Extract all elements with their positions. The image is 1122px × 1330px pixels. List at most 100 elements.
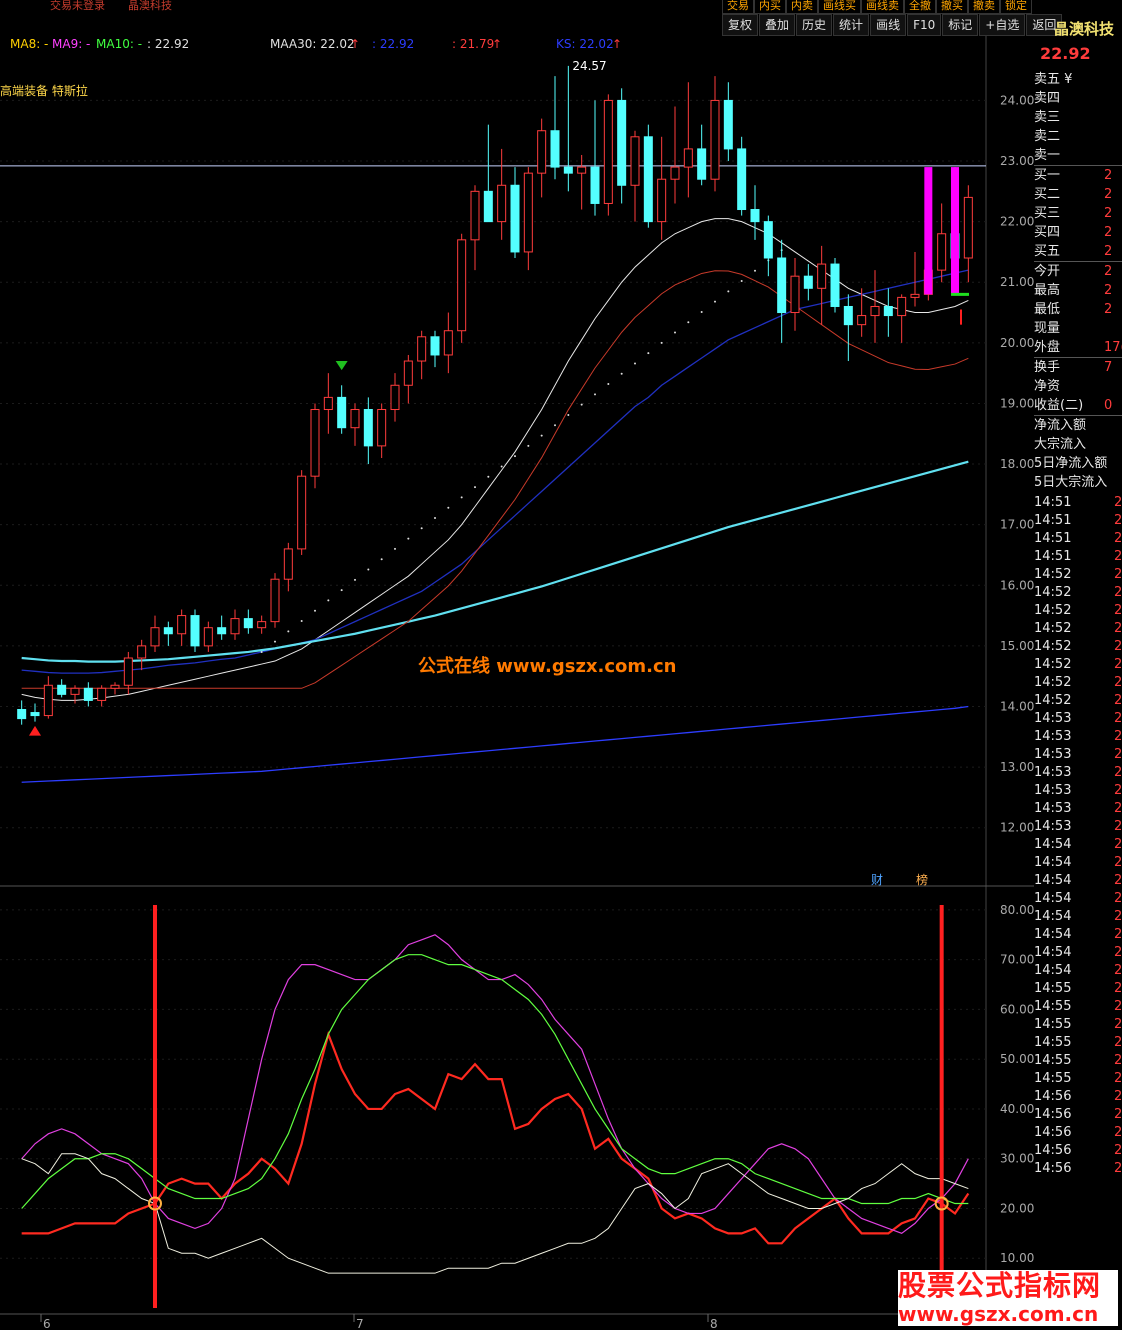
candle-body (817, 263, 827, 289)
inner-sell-button[interactable]: 内卖 (786, 0, 818, 14)
chart-canvas[interactable]: 24.57 12.00 13.00 14.00 15.00 16.00 17.00 18.0… (0, 0, 1034, 1330)
candle-body (617, 99, 627, 186)
tick-price: 2 (1114, 1143, 1122, 1158)
tick-price: 2 (1114, 585, 1122, 600)
candle-body (163, 627, 173, 635)
tick-row: 14:55 2 (1034, 1034, 1122, 1052)
f10-button[interactable]: F10 (907, 14, 942, 36)
tick-time: 14:52 (1034, 585, 1072, 600)
tick-row: 14:52 2 (1034, 656, 1122, 674)
tick-price: 2 (1114, 1071, 1122, 1086)
dotted-ma-point (607, 383, 610, 386)
dotted-ma-point (540, 434, 543, 437)
quote-label: 换手 (1034, 360, 1061, 375)
draw-buy-button[interactable]: 画线买 (818, 0, 861, 14)
trade-login-link[interactable]: 交易未登录 (50, 0, 105, 12)
indicator-tick: 20.00 (1000, 1201, 1034, 1215)
indicator-lines (21, 905, 970, 1308)
cancel-buy-button[interactable]: 撤买 (936, 0, 968, 14)
indicator-line (21, 1030, 970, 1245)
quote-label: 卖三 (1034, 110, 1061, 125)
candle-body (857, 315, 867, 326)
price-tick: 18.00 (1000, 457, 1034, 471)
stock-title: 晶澳科技 (1054, 20, 1115, 38)
candle-body (417, 336, 427, 362)
quote-value: 2 (1104, 206, 1113, 221)
dotted-ma-point (740, 280, 743, 283)
indicator-line (21, 934, 969, 1235)
tick-time: 14:53 (1034, 801, 1072, 816)
tick-row: 14:53 2 (1034, 782, 1122, 800)
quote-label: 净资 (1034, 379, 1061, 394)
dotted-ma-point (647, 352, 650, 355)
trade-button[interactable]: 交易 (722, 0, 754, 14)
dotted-ma-point (460, 496, 463, 499)
candle-body (723, 99, 733, 150)
tick-row: 14:54 2 (1034, 926, 1122, 944)
candle-body (323, 396, 333, 411)
draw-button[interactable]: 画线 (870, 14, 907, 36)
candle-body (190, 615, 200, 647)
stats-button[interactable]: 统计 (833, 14, 870, 36)
tick-time: 14:53 (1034, 711, 1072, 726)
quote-panel: 卖五 ¥ 卖四 卖三 卖二 卖一 买一 2 买二 2 买三 2 买四 2 买五 2 今开 2 最高 2 最低 2 现量 外盘… (1034, 70, 1122, 492)
overlay-button[interactable]: 叠加 (759, 14, 796, 36)
history-button[interactable]: 历史 (796, 14, 833, 36)
inner-buy-button[interactable]: 内买 (754, 0, 786, 14)
dotted-ma-point (407, 537, 410, 540)
quote-value: 2 (1104, 225, 1113, 240)
mark-button[interactable]: 标记 (942, 14, 979, 36)
tick-time: 14:52 (1034, 675, 1072, 690)
back-button[interactable]: 返回 (1026, 14, 1063, 36)
date-label: 8 (710, 1317, 718, 1330)
ma-line-red (21, 270, 969, 689)
quote-row: 最高 2 (1034, 281, 1122, 300)
tick-price: 2 (1114, 1035, 1122, 1050)
lock-button[interactable]: 锁定 (1000, 0, 1032, 14)
indicator-axis: 10.00 20.00 30.00 40.00 50.00 60.00 70.00 80.00 (1000, 903, 1034, 1265)
dotted-ma-point (487, 475, 490, 478)
candle-body (230, 618, 240, 635)
cancel-all-button[interactable]: 全撤 (904, 0, 936, 14)
tick-row: 14:56 2 (1034, 1160, 1122, 1178)
tick-price: 2 (1114, 783, 1122, 798)
tick-time: 14:52 (1034, 639, 1072, 654)
candle-body (510, 184, 520, 253)
cancel-sell-button[interactable]: 撤卖 (968, 0, 1000, 14)
ma-line (21, 460, 969, 663)
candle-body (470, 190, 480, 241)
indicator-tick: 40.00 (1000, 1102, 1034, 1116)
tick-price: 2 (1114, 531, 1122, 546)
quote-label: 卖四 (1034, 91, 1061, 106)
candle-body (870, 305, 880, 317)
ma10-label: MA10: - (96, 37, 143, 51)
draw-sell-button[interactable]: 画线卖 (861, 0, 904, 14)
down-signal-marker (335, 361, 348, 371)
tick-time: 14:54 (1034, 945, 1072, 960)
candle-body (603, 99, 613, 204)
candle-body (670, 166, 680, 180)
tick-time: 14:52 (1034, 621, 1072, 636)
signal-circle (934, 1196, 949, 1211)
ranking-badge[interactable]: 榜 (916, 873, 929, 887)
v1-label: : 22.92 (372, 37, 415, 51)
tick-price: 2 (1114, 909, 1122, 924)
tick-price: 2 (1114, 567, 1122, 582)
tick-price: 2 (1114, 513, 1122, 528)
finance-badge[interactable]: 财 (871, 873, 884, 887)
indicator-line (21, 1153, 969, 1274)
add-watchlist-button[interactable]: +自选 (979, 14, 1026, 36)
stock-name-link[interactable]: 晶澳科技 (128, 0, 172, 12)
sector-tags: 高端装备 特斯拉 (0, 84, 88, 98)
tick-time: 14:54 (1034, 873, 1072, 888)
quote-label: 5日净流入额 (1034, 456, 1108, 471)
tick-row: 14:56 2 (1034, 1088, 1122, 1106)
candle-body (270, 578, 280, 623)
candle-body (910, 293, 920, 298)
adjust-button[interactable]: 复权 (722, 14, 759, 36)
ks-arrow: ↑ (612, 37, 623, 51)
dotted-ma-point (340, 589, 343, 592)
price-tick: 23.00 (1000, 154, 1034, 168)
quote-row: 买三 2 (1034, 204, 1122, 223)
tick-row: 14:55 2 (1034, 980, 1122, 998)
